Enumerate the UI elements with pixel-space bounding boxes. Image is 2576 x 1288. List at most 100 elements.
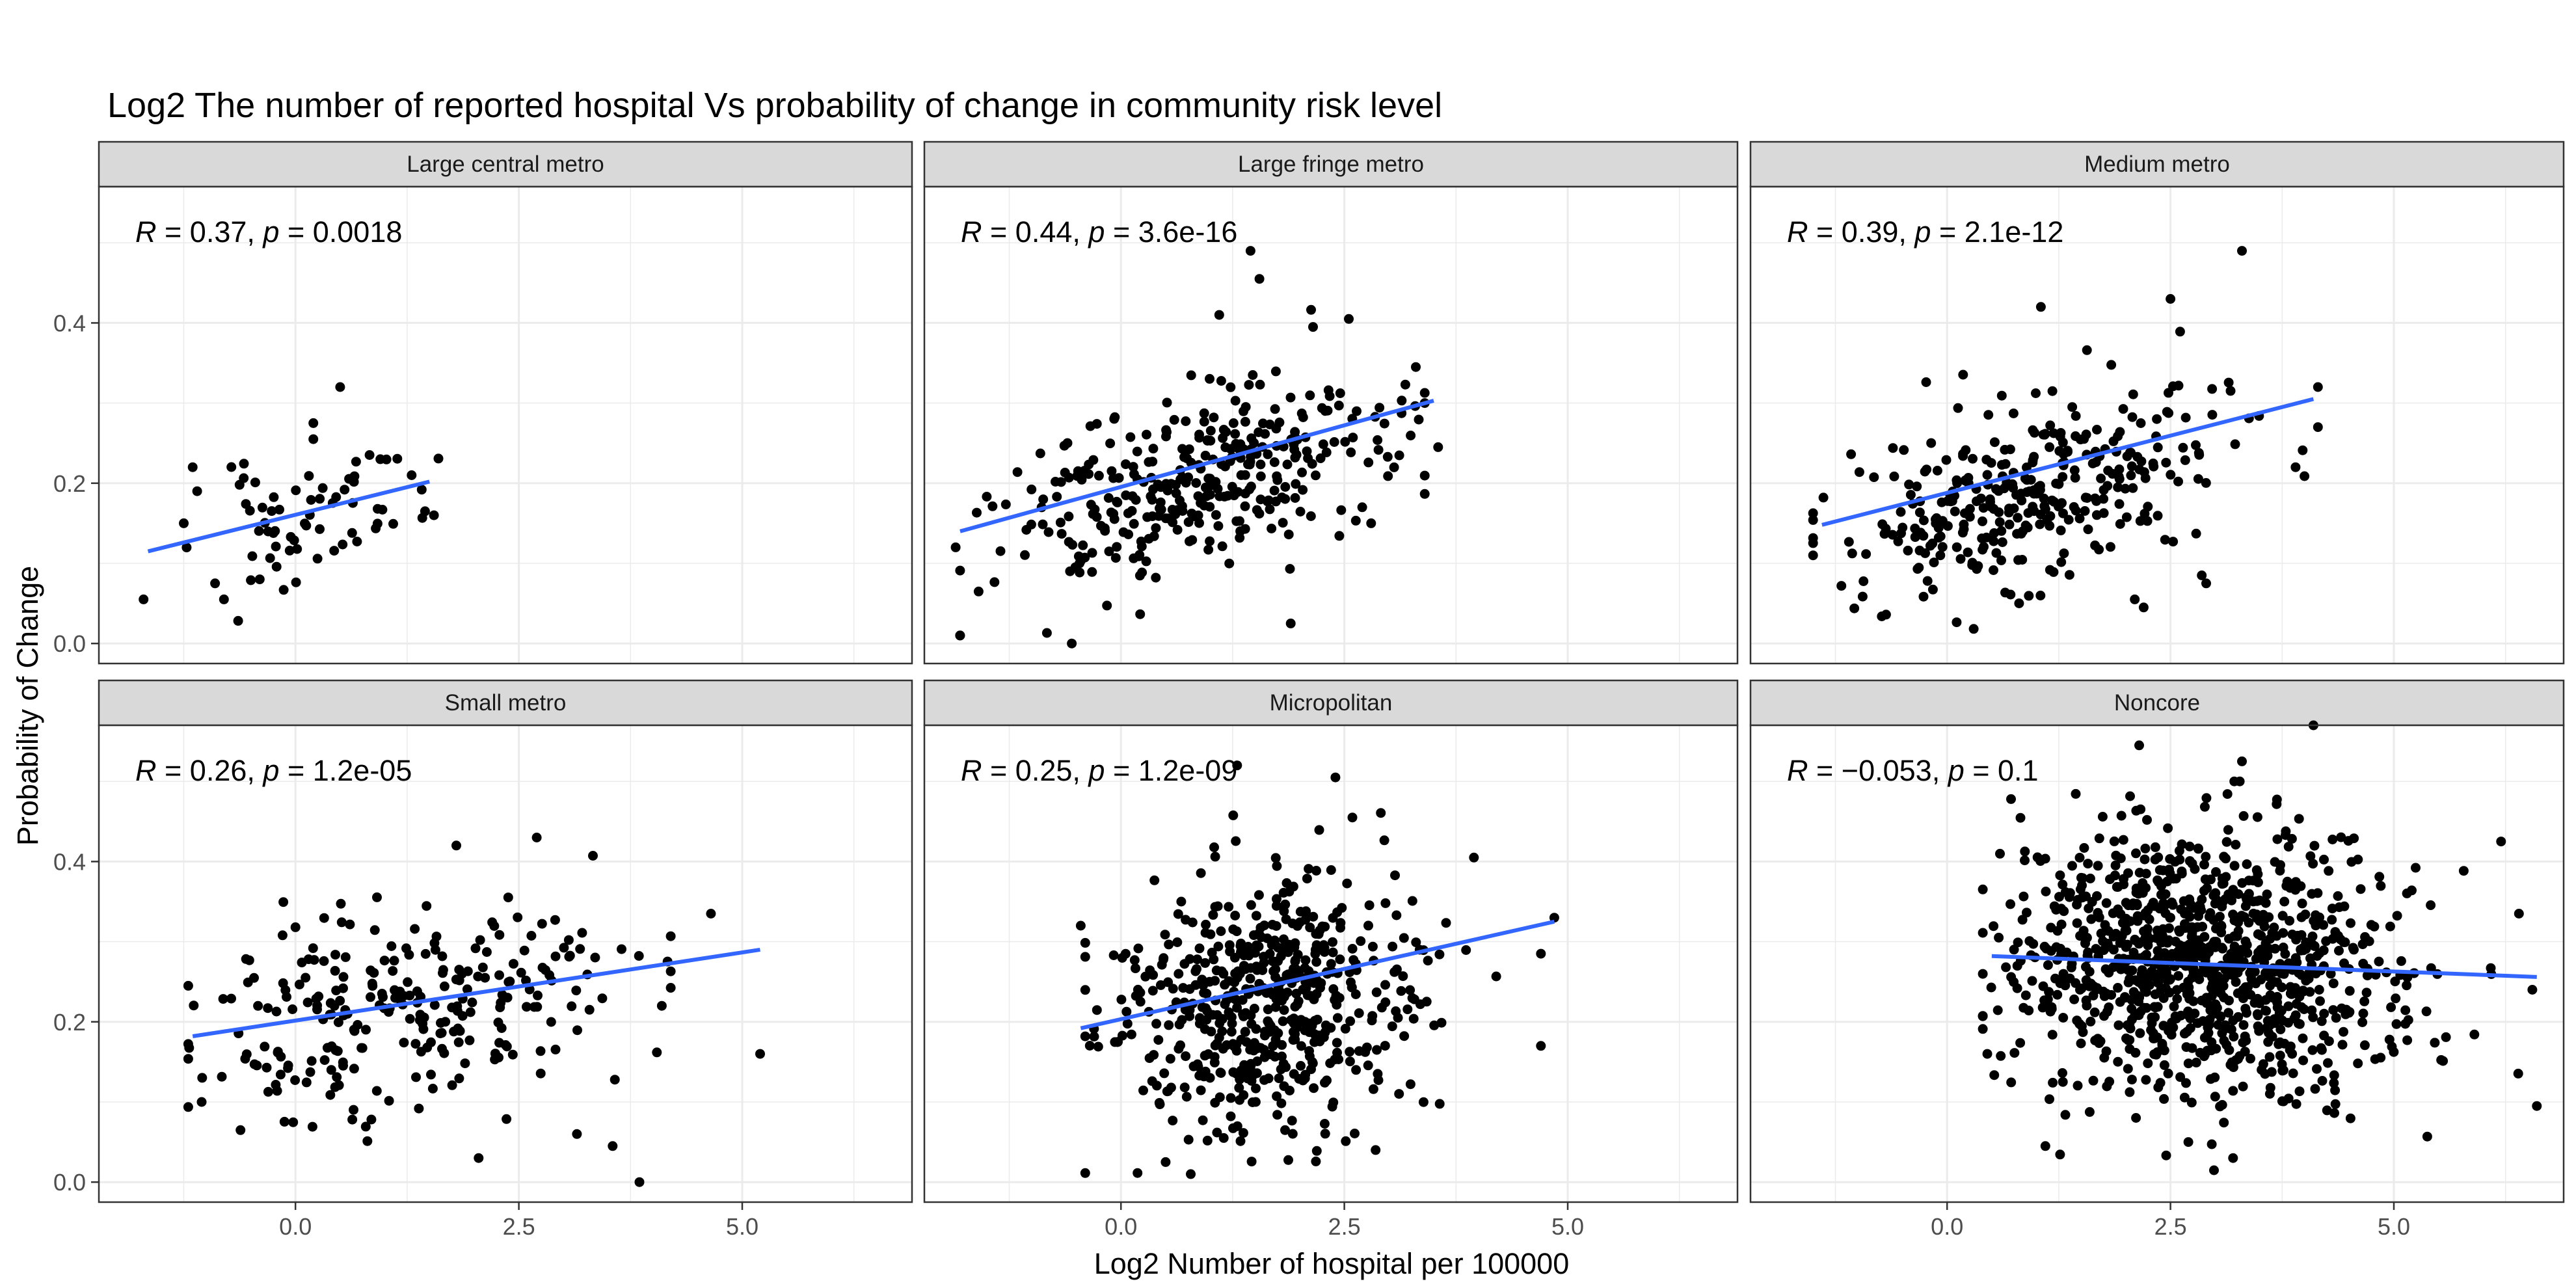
data-point — [1129, 469, 1139, 479]
data-point — [1959, 519, 1969, 530]
data-point — [1252, 940, 1262, 950]
data-point — [1198, 980, 1209, 991]
data-point — [2017, 915, 2028, 925]
data-point — [1102, 600, 1112, 611]
data-point — [2339, 1026, 2348, 1037]
data-point — [1918, 531, 1929, 541]
data-point — [1982, 1049, 1992, 1059]
data-point — [2532, 1101, 2542, 1111]
data-point — [1289, 963, 1298, 974]
data-point — [1383, 471, 1393, 481]
data-point — [1151, 523, 1161, 533]
data-point — [1335, 388, 1345, 398]
data-point — [1270, 1051, 1280, 1062]
data-point — [2041, 887, 2051, 896]
data-point — [1211, 510, 1221, 520]
r-symbol: R — [1787, 754, 1808, 787]
data-point — [2159, 1093, 2169, 1104]
data-point — [2015, 812, 2026, 823]
data-point — [2166, 470, 2176, 480]
data-point — [2058, 879, 2068, 890]
data-point — [2254, 1026, 2264, 1036]
data-point — [1239, 1090, 1249, 1100]
data-point — [2059, 974, 2069, 985]
data-point — [239, 459, 249, 469]
data-point — [278, 978, 288, 988]
data-point — [1295, 507, 1306, 517]
data-point — [2059, 548, 2069, 559]
data-point — [2014, 598, 2024, 608]
data-point — [1978, 1011, 1988, 1021]
data-point — [1335, 954, 1345, 965]
data-point — [2113, 1056, 2123, 1067]
data-point — [2100, 964, 2111, 974]
data-point — [2125, 791, 2135, 801]
data-point — [1087, 548, 1097, 558]
data-point — [2224, 933, 2234, 944]
data-point — [1232, 1002, 1242, 1013]
data-point — [1989, 1070, 2000, 1080]
data-point — [1193, 491, 1203, 502]
data-point — [1305, 922, 1315, 933]
data-point — [1160, 930, 1170, 940]
data-point — [1149, 531, 1159, 541]
data-point — [2099, 945, 2109, 956]
p-equals: = — [279, 754, 312, 787]
data-point — [2261, 898, 2271, 908]
data-point — [522, 1002, 531, 1012]
data-point — [2316, 1043, 2326, 1053]
data-point — [338, 539, 348, 550]
data-point — [1210, 1097, 1220, 1108]
data-point — [1123, 508, 1133, 518]
data-point — [1304, 1051, 1315, 1062]
data-point — [533, 990, 543, 1000]
data-point — [2008, 409, 2019, 418]
data-point — [429, 1000, 440, 1010]
data-point — [2252, 896, 2262, 906]
data-point — [2265, 980, 2275, 991]
data-point — [1043, 527, 1054, 537]
data-point — [1983, 410, 1994, 420]
data-point — [1118, 527, 1129, 537]
data-point — [407, 470, 417, 480]
p-value: 3.6e-16 — [1138, 215, 1238, 248]
data-point — [2094, 833, 2104, 844]
data-point — [2300, 471, 2310, 481]
data-point — [2163, 1068, 2173, 1079]
data-point — [2135, 1028, 2145, 1038]
data-point — [2430, 1038, 2440, 1048]
data-point — [2329, 1070, 2339, 1080]
data-point — [2153, 442, 2163, 453]
data-point — [290, 1075, 301, 1085]
data-point — [2047, 1030, 2058, 1040]
data-point — [2153, 511, 2163, 521]
data-point — [1989, 565, 1998, 575]
data-point — [1300, 955, 1311, 965]
data-point — [2113, 482, 2123, 492]
data-point — [1348, 955, 1359, 965]
data-point — [2049, 901, 2059, 911]
data-point — [263, 1003, 273, 1013]
data-point — [2240, 1004, 2251, 1014]
data-point — [2236, 911, 2247, 921]
data-point — [1251, 1024, 1261, 1034]
data-point — [1272, 894, 1281, 904]
data-point — [2321, 936, 2331, 946]
data-point — [1169, 414, 1179, 425]
data-point — [2238, 1081, 2248, 1092]
data-point — [418, 1024, 429, 1034]
data-point — [2145, 933, 2155, 944]
data-point — [2182, 908, 2193, 919]
data-point — [420, 506, 430, 517]
p-symbol: p — [1947, 754, 1965, 787]
data-point — [1000, 499, 1011, 509]
data-point — [1112, 542, 1122, 552]
data-point — [388, 518, 398, 529]
data-point — [2319, 854, 2329, 865]
data-point — [1345, 1056, 1355, 1067]
data-point — [1142, 429, 1151, 440]
data-point — [1246, 1076, 1257, 1086]
data-point — [1847, 548, 1857, 559]
data-point — [2212, 1002, 2222, 1013]
data-point — [493, 1017, 503, 1028]
